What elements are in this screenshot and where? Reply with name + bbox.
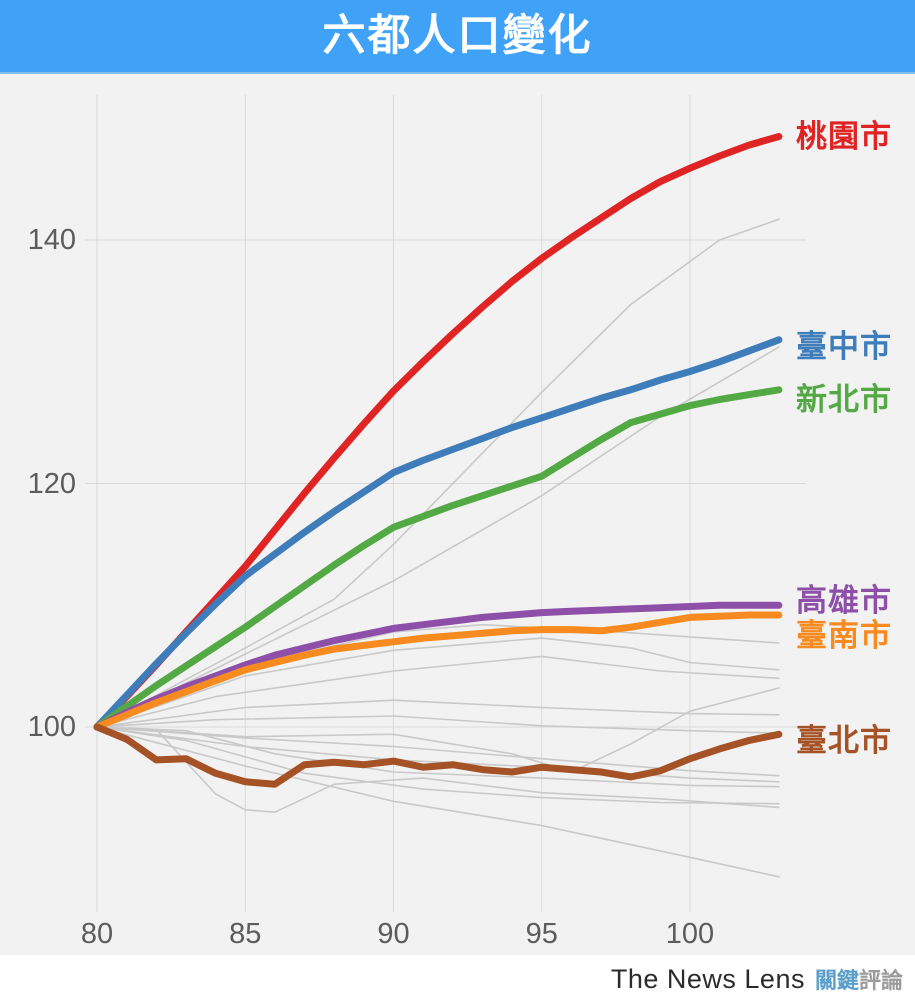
series-label-kaohsiung: 高雄市 — [796, 583, 892, 618]
background-line-2 — [96, 346, 780, 728]
background-line-8 — [96, 715, 780, 734]
y-tick-label-100: 100 — [27, 711, 76, 743]
background-line-4 — [96, 637, 780, 728]
series-line-kaohsiung — [93, 601, 783, 731]
footer-bar: The News Lens 關鍵評論 — [0, 955, 915, 1003]
brand-wordmark: The News Lens — [610, 963, 805, 994]
x-tick-label-85: 85 — [229, 918, 262, 950]
background-line-6 — [96, 687, 780, 773]
background-line-10 — [96, 726, 780, 783]
background-line-9 — [96, 726, 780, 777]
series-label-tainan: 臺南市 — [796, 618, 892, 653]
x-tick-label-95: 95 — [525, 918, 558, 950]
background-line-14 — [96, 726, 780, 805]
background-line-7 — [96, 699, 780, 728]
series-line-taichung — [93, 336, 783, 731]
y-tick-label-120: 120 — [27, 467, 76, 500]
title-bar: 六都人口變化 — [0, 0, 915, 74]
background-line-1 — [96, 218, 780, 728]
series-line-tainan — [93, 611, 783, 731]
series-label-taichung: 臺中市 — [796, 329, 892, 364]
background-line-5 — [96, 655, 780, 728]
brand-cjk-wordmark: 關鍵評論 — [815, 963, 903, 995]
background-line-11 — [96, 726, 780, 788]
x-tick-label-100: 100 — [665, 918, 715, 950]
background-line-12 — [96, 726, 780, 878]
series-label-new-taipei: 新北市 — [796, 382, 892, 417]
brand-cjk-blue: 關鍵 — [814, 968, 859, 993]
x-tick-label-90: 90 — [377, 918, 410, 950]
series-line-taipei — [93, 723, 783, 788]
series-label-taoyuan: 桃園市 — [796, 119, 892, 154]
brand-cjk-gray: 評論 — [858, 968, 903, 993]
series-label-taipei: 臺北市 — [796, 723, 892, 758]
series-line-new-taipei — [93, 386, 783, 731]
y-tick-label-140: 140 — [27, 224, 76, 256]
chart-title: 六都人口變化 — [322, 12, 593, 60]
x-tick-label-80: 80 — [80, 918, 114, 950]
